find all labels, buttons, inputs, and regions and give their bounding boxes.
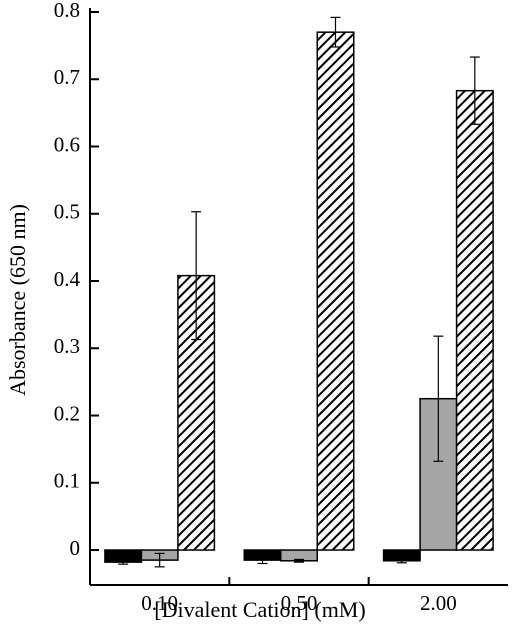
error-bar (257, 556, 268, 565)
error-bar (118, 559, 129, 565)
bar (455, 89, 494, 551)
y-tick-label: 0.3 (54, 334, 80, 358)
y-tick-label: 0.1 (54, 469, 80, 493)
error-bar (294, 558, 304, 563)
x-tick-label: 2.00 (420, 591, 457, 615)
error-bar (433, 335, 444, 462)
y-tick-label: 0.5 (54, 200, 80, 224)
x-tick-label: 0.50 (281, 591, 318, 615)
y-tick-label: 0.4 (54, 267, 81, 291)
y-tick-label: 0.7 (54, 65, 80, 89)
error-bar (330, 16, 341, 48)
error-bar (396, 558, 407, 564)
y-tick-label: 0.6 (54, 132, 80, 156)
y-tick-label: 0.8 (54, 0, 80, 22)
error-bar (154, 552, 165, 568)
y-tick-label: 0.2 (54, 401, 80, 425)
x-axis-title: [Divalent Cation] (mM) (154, 597, 365, 622)
bar (316, 31, 355, 551)
error-bar (191, 211, 202, 341)
y-axis-title: Absorbance (650 nm) (5, 204, 30, 396)
error-bar (469, 56, 480, 125)
y-tick-label: 0 (70, 536, 81, 560)
x-tick-label: 0.10 (141, 591, 178, 615)
